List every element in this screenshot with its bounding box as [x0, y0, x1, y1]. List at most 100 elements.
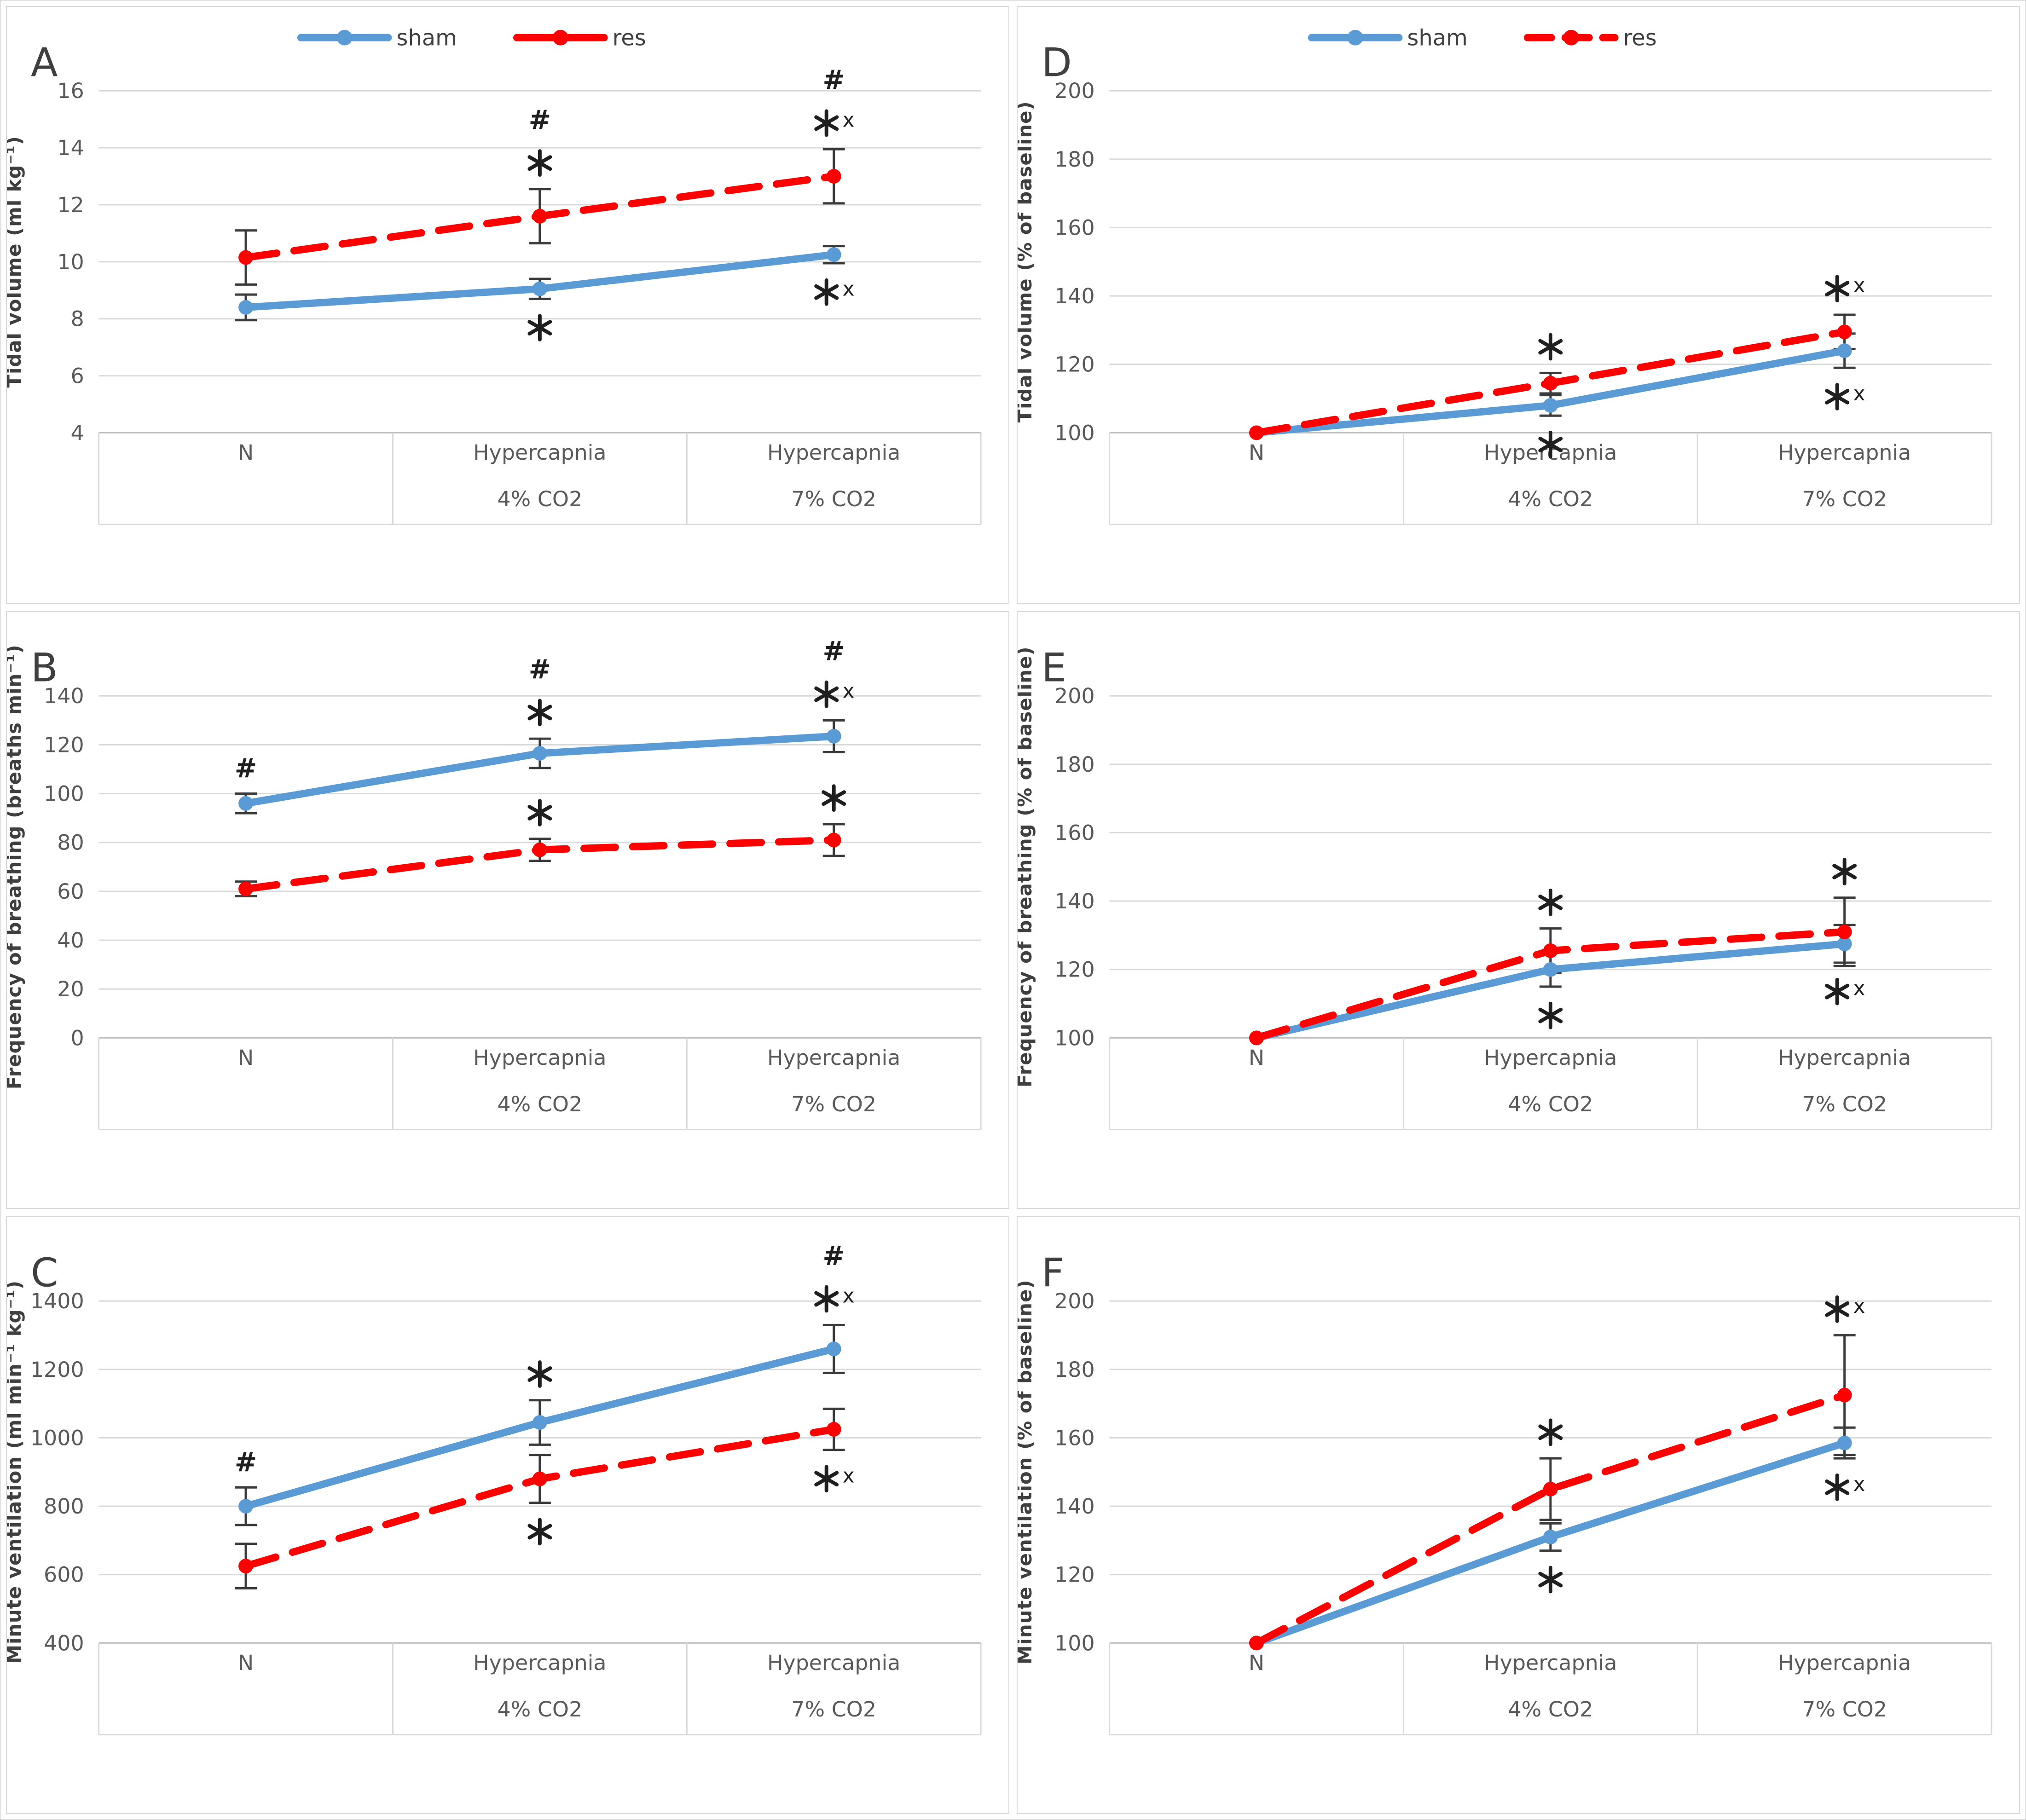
legend-sham-marker	[336, 29, 353, 46]
panel-letter: D	[1042, 40, 1072, 86]
annotation-asterisk	[814, 680, 839, 708]
y-tick-label: 80	[57, 830, 84, 855]
annotation-hash: #	[529, 104, 551, 136]
y-axis-title: Frequency of breathing (breaths min⁻¹)	[7, 644, 25, 1089]
res-point	[826, 1422, 841, 1437]
sham-point	[1543, 1530, 1558, 1544]
y-axis-title: Tidal volume (ml kg⁻¹)	[7, 136, 25, 387]
chart-C: 400 600 800 1000 1200 1400 N Hypercapnia 4% CO2 H…	[7, 1240, 982, 1736]
y-tick-label: 140	[1054, 283, 1095, 308]
category-label: N	[1249, 1045, 1264, 1070]
annotation-asterisk	[814, 1465, 839, 1493]
category-label: 7% CO2	[791, 486, 876, 511]
y-tick-label: 6	[70, 364, 84, 388]
y-tick-label: 100	[1054, 1025, 1095, 1050]
annotation-x: x	[1853, 1473, 1865, 1496]
category-label: Hypercapnia	[767, 440, 900, 465]
sham-point	[238, 1499, 254, 1514]
y-tick-label: 140	[1054, 889, 1095, 913]
category-label: N	[1249, 1650, 1264, 1675]
y-tick-label: 180	[1054, 1357, 1095, 1382]
res-point	[1249, 1635, 1264, 1651]
annotation-asterisk	[814, 1285, 839, 1313]
annotation-hash: #	[235, 1446, 257, 1478]
y-tick-label: 120	[1054, 352, 1095, 377]
category-label: Hypercapnia	[473, 1650, 606, 1675]
annotation-asterisk	[1538, 1001, 1563, 1029]
y-tick-label: 4	[70, 420, 84, 445]
legend-res-label: res	[1623, 26, 1657, 51]
res-point	[1543, 943, 1558, 958]
category-label: 4% CO2	[497, 486, 582, 511]
y-tick-label: 40	[57, 928, 84, 953]
y-tick-label: 120	[44, 732, 84, 757]
y-axis-title: Minute ventilation (ml min⁻¹ kg⁻¹)	[7, 1280, 25, 1664]
y-tick-label: 200	[1054, 78, 1095, 103]
category-label: 4% CO2	[1508, 1697, 1593, 1722]
y-tick-label: 600	[44, 1562, 84, 1587]
sham-point	[1837, 1435, 1852, 1450]
annotation-asterisk	[527, 1360, 552, 1388]
y-tick-label: 16	[57, 78, 84, 103]
annotation-x: x	[843, 108, 855, 132]
category-label: Hypercapnia	[473, 440, 606, 465]
res-point	[826, 832, 841, 848]
y-tick-label: 120	[1054, 1562, 1095, 1587]
y-tick-label: 100	[44, 781, 84, 806]
annotation-x: x	[1853, 1294, 1865, 1318]
category-label: N	[238, 1650, 254, 1675]
legend: sham res	[297, 26, 646, 51]
y-tick-label: 160	[1054, 820, 1095, 845]
y-tick-label: 100	[1054, 420, 1095, 445]
y-tick-label: 200	[1054, 1288, 1095, 1313]
annotation-asterisk	[814, 109, 839, 137]
category-label: Hypercapnia	[1778, 1045, 1911, 1070]
annotation-asterisk	[1538, 333, 1563, 361]
chart-F: 100 120 140 160 180 200 N Hypercapnia 4% CO2 Hype…	[1018, 1250, 1992, 1736]
y-axis-title: Frequency of breathing (% of baseline)	[1018, 646, 1036, 1087]
annotation-asterisk	[1825, 977, 1850, 1005]
annotation-x: x	[1853, 274, 1865, 297]
y-tick-label: 180	[1054, 147, 1095, 172]
legend-sham-label: sham	[1407, 26, 1467, 51]
y-tick-label: 180	[1054, 752, 1095, 777]
sham-point	[826, 1341, 841, 1357]
category-label: 4% CO2	[497, 1092, 582, 1116]
category-label: 4% CO2	[1508, 1092, 1593, 1116]
category-label: 4% CO2	[1508, 486, 1593, 511]
legend-res-label: res	[613, 26, 646, 51]
y-tick-label: 200	[1054, 683, 1095, 708]
y-tick-label: 12	[57, 192, 84, 217]
category-label: Hypercapnia	[1778, 440, 1911, 465]
annotation-asterisk	[1538, 1418, 1563, 1446]
category-label: Hypercapnia	[473, 1045, 606, 1070]
category-label: 7% CO2	[1802, 486, 1887, 511]
category-label: N	[1249, 440, 1264, 465]
annotation-hash: #	[235, 753, 257, 784]
annotation-x: x	[843, 1284, 855, 1308]
sham-point	[826, 247, 841, 262]
category-label: N	[238, 440, 254, 465]
panel-A: 4 6 8 10 12 14 16 N Hypercapnia 4% CO2 Hypercapnia…	[6, 6, 1009, 604]
chart-E: 100 120 140 160 180 200 N Hypercapnia 4% CO2 Hype…	[1018, 645, 1992, 1131]
y-tick-label: 60	[57, 879, 84, 904]
panel-letter: E	[1042, 645, 1066, 691]
res-point	[532, 842, 547, 857]
sham-point	[1543, 962, 1558, 977]
annotation-hash: #	[529, 654, 551, 685]
panel-F: 100 120 140 160 180 200 N Hypercapnia 4% CO2 Hype…	[1017, 1216, 2020, 1814]
y-tick-label: 160	[1054, 215, 1095, 240]
chart-B: 0 20 40 60 80 100 120 140 N Hypercapnia 4% CO2 Hype…	[7, 636, 982, 1131]
res-line	[1253, 1391, 1848, 1647]
annotation-asterisk	[527, 699, 552, 727]
annotation-hash: #	[822, 636, 845, 667]
annotation-asterisk	[527, 799, 552, 826]
annotation-asterisk	[1825, 1295, 1850, 1323]
res-point	[1837, 924, 1852, 939]
category-label: 7% CO2	[791, 1697, 876, 1722]
category-label: Hypercapnia	[767, 1650, 900, 1675]
sham-point	[1543, 398, 1558, 413]
legend-res-marker	[552, 29, 568, 46]
panel-C: 400 600 800 1000 1200 1400 N Hypercapnia 4% CO2 H…	[6, 1216, 1009, 1814]
